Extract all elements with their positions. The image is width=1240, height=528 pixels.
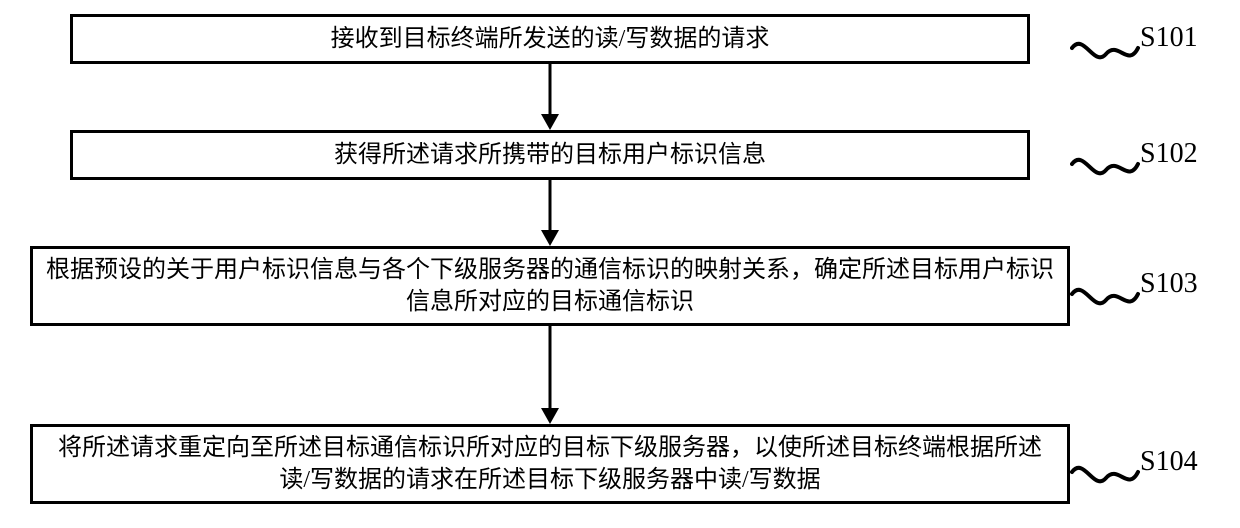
tilde-connector [1070, 458, 1140, 498]
flow-node: 获得所述请求所携带的目标用户标识信息 [70, 130, 1030, 180]
tilde-connector [1070, 150, 1140, 190]
flow-arrow [530, 64, 570, 130]
tilde-connector [1070, 34, 1140, 74]
flow-arrow [530, 326, 570, 424]
step-label: S102 [1140, 138, 1198, 170]
step-label: S103 [1140, 268, 1198, 300]
step-label: S101 [1140, 22, 1198, 54]
flow-node-text: 将所述请求重定向至所述目标通信标识所对应的目标下级服务器，以使所述目标终端根据所… [45, 432, 1055, 497]
tilde-connector [1070, 280, 1140, 320]
flow-node-text: 获得所述请求所携带的目标用户标识信息 [334, 139, 766, 171]
flow-node: 接收到目标终端所发送的读/写数据的请求 [70, 14, 1030, 64]
flow-node: 根据预设的关于用户标识信息与各个下级服务器的通信标识的映射关系，确定所述目标用户… [30, 246, 1070, 326]
step-label: S104 [1140, 446, 1198, 478]
flow-node: 将所述请求重定向至所述目标通信标识所对应的目标下级服务器，以使所述目标终端根据所… [30, 424, 1070, 504]
flow-node-text: 根据预设的关于用户标识信息与各个下级服务器的通信标识的映射关系，确定所述目标用户… [45, 254, 1055, 319]
flow-arrow [530, 180, 570, 246]
flowchart-canvas: 接收到目标终端所发送的读/写数据的请求获得所述请求所携带的目标用户标识信息根据预… [0, 0, 1240, 528]
flow-node-text: 接收到目标终端所发送的读/写数据的请求 [331, 23, 770, 55]
